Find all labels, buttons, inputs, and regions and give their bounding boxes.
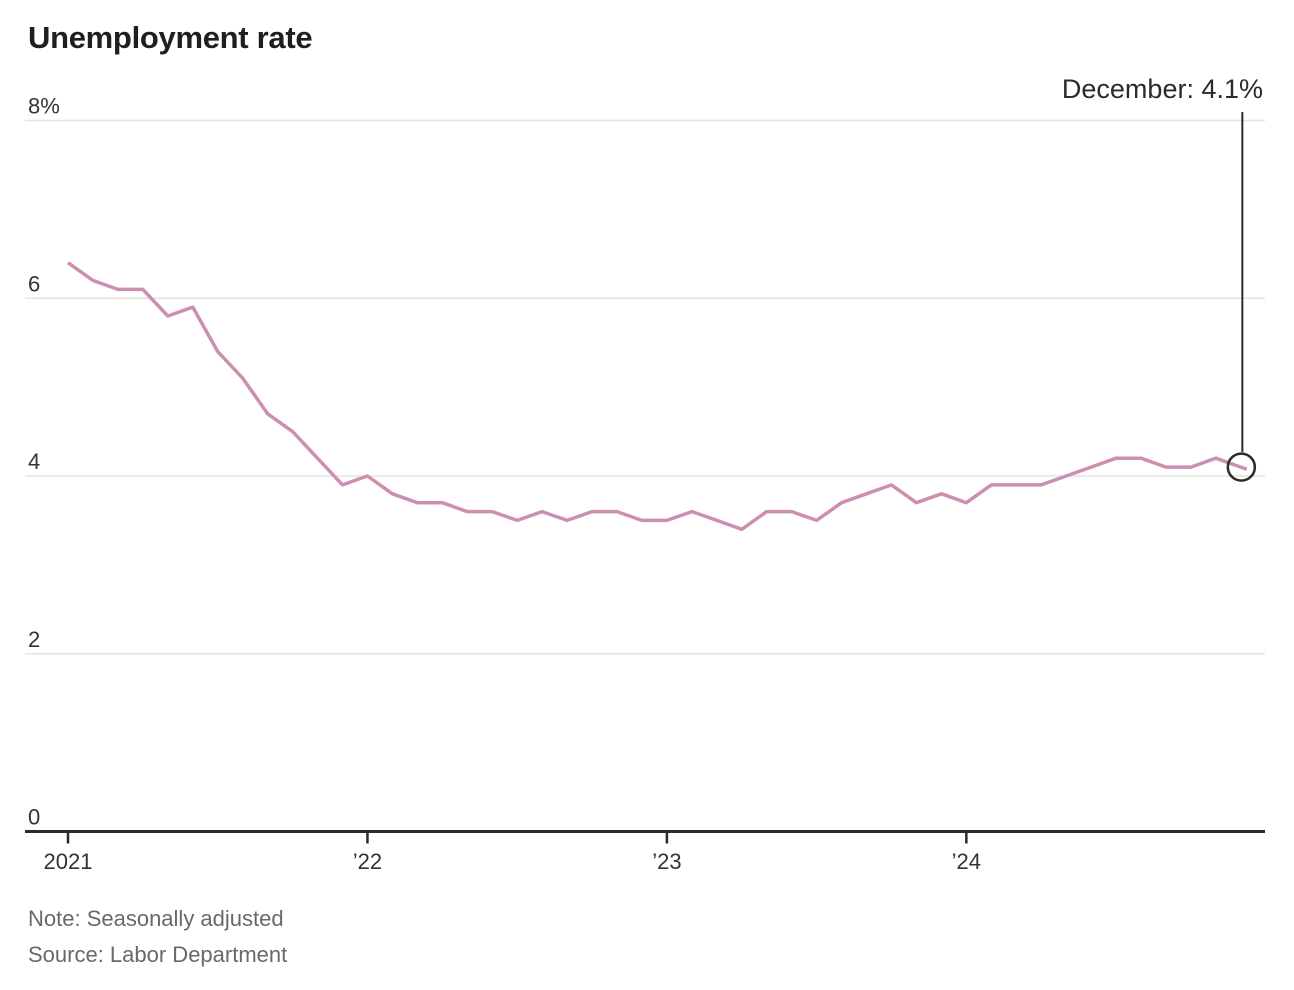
last-point-marker	[1226, 452, 1257, 482]
chart-note: Note: Seasonally adjusted	[28, 906, 284, 931]
y-axis-label-0: 0	[28, 805, 40, 830]
y-axis-label-8: 8%	[28, 94, 60, 119]
marker-layer	[1226, 452, 1257, 482]
grid-layer: 0 2 4 6 8%	[25, 94, 1265, 830]
y-axis-label-6: 6	[28, 271, 40, 296]
unemployment-rate-line	[66, 261, 1248, 532]
callout-label: December: 4.1%	[1062, 74, 1263, 104]
y-axis-label-2: 2	[28, 627, 40, 652]
x-axis-label-3: ’23	[652, 849, 681, 874]
axis-layer: 2021 ’22 ’23 ’24	[25, 830, 1265, 874]
x-axis-label-1: 2021	[44, 849, 93, 874]
x-axis-label-4: ’24	[952, 849, 981, 874]
series-layer	[66, 261, 1248, 532]
x-axis-label-2: ’22	[353, 849, 382, 874]
y-axis-label-4: 4	[28, 449, 40, 474]
chart-title: Unemployment rate	[28, 20, 313, 55]
chart-source: Source: Labor Department	[28, 942, 288, 967]
